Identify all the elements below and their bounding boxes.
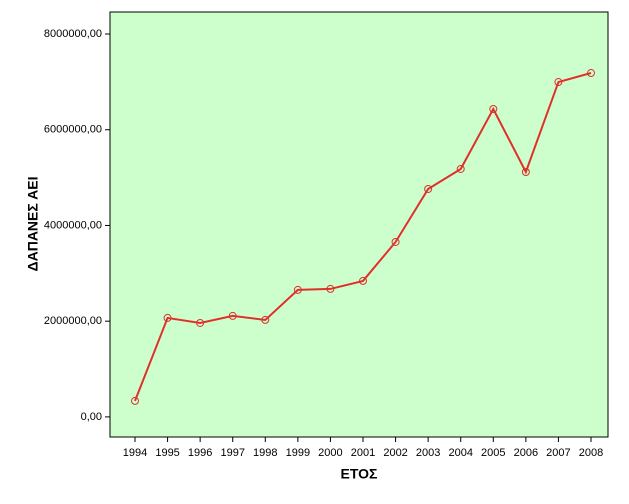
line	[134, 72, 592, 402]
point	[456, 164, 465, 173]
x-tick-label: 1994	[123, 447, 147, 459]
point	[228, 311, 237, 320]
point	[326, 284, 335, 293]
point	[521, 167, 530, 176]
y-tick-label: 2000000,00	[44, 315, 102, 327]
point	[293, 285, 302, 294]
x-axis-title: ΕΤΟΣ	[341, 466, 378, 482]
x-tick-label: 2000	[318, 447, 342, 459]
point	[196, 318, 205, 327]
point	[587, 69, 595, 78]
y-tick-label: 4000000,00	[44, 219, 102, 231]
x-tick-label: 2008	[579, 447, 603, 459]
x-tick-label: 1999	[286, 447, 310, 459]
point	[391, 237, 400, 246]
y-tick-label: 8000000,00	[44, 28, 102, 40]
point	[424, 184, 433, 193]
y-tick-label: 0,00	[81, 411, 102, 423]
x-tick-label: 1998	[253, 447, 277, 459]
x-tick-label: 2004	[448, 447, 472, 459]
point	[131, 396, 139, 405]
x-tick-label: 1995	[155, 447, 179, 459]
x-tick-label: 1996	[188, 447, 212, 459]
x-tick-label: 2005	[481, 447, 505, 459]
point	[359, 276, 367, 285]
y-axis-title: ΔΑΠΑΝΕΣ ΑΕΙ	[25, 177, 41, 272]
x-tick-label: 2002	[383, 447, 407, 459]
plot-area	[109, 11, 609, 438]
point	[554, 78, 563, 87]
x-tick-label: 1997	[220, 447, 244, 459]
point	[163, 313, 172, 322]
point	[261, 315, 270, 324]
x-tick-label: 2007	[546, 447, 570, 459]
x-tick-label: 2003	[416, 447, 440, 459]
x-tick-label: 2001	[351, 447, 375, 459]
y-tick-label: 6000000,00	[44, 124, 102, 136]
x-tick-label: 2006	[514, 447, 538, 459]
point	[489, 105, 498, 114]
